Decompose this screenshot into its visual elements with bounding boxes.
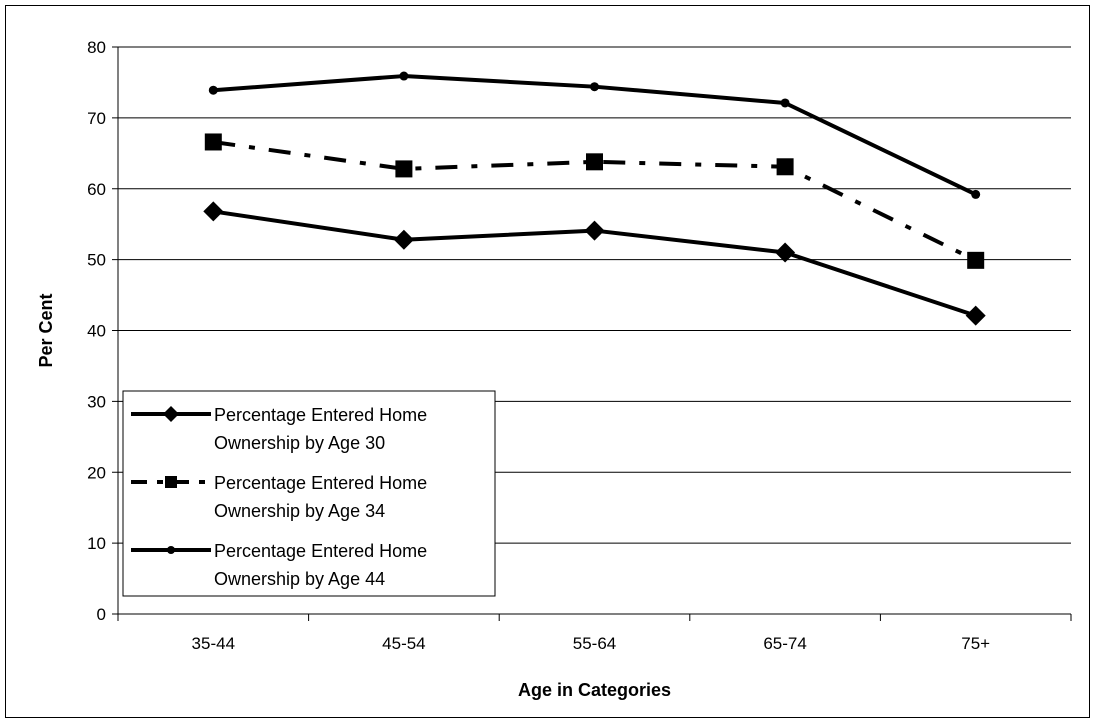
- legend-swatch-marker: [167, 546, 175, 554]
- legend-label: Ownership by Age 34: [214, 501, 385, 521]
- data-point-square: [204, 133, 222, 151]
- data-point-diamond: [775, 242, 796, 263]
- series-2: [204, 133, 985, 269]
- legend-item: Percentage Entered Home Ownership by Age …: [131, 541, 427, 589]
- y-tick-label: 60: [87, 180, 106, 199]
- data-point-square: [395, 160, 413, 178]
- series-3: [208, 71, 981, 199]
- x-axis-title: Age in Categories: [518, 680, 671, 700]
- legend-item: Percentage Entered Home Ownership by Age …: [131, 473, 427, 521]
- y-tick-label: 50: [87, 251, 106, 270]
- legend-label: Percentage Entered Home: [214, 405, 427, 425]
- x-tick-label: 55-64: [573, 634, 616, 653]
- y-axis-title: Per Cent: [36, 293, 56, 367]
- legend-label: Percentage Entered Home: [214, 541, 427, 561]
- legend-box: [122, 390, 496, 597]
- data-point-circle: [780, 98, 790, 108]
- y-tick-label: 30: [87, 392, 106, 411]
- data-point-diamond: [584, 220, 605, 241]
- series-layer: [203, 71, 986, 326]
- legend: Percentage Entered Home Ownership by Age …: [122, 390, 496, 597]
- x-tick-label: 45-54: [382, 634, 425, 653]
- legend-label: Percentage Entered Home: [214, 473, 427, 493]
- data-point-square: [776, 158, 794, 176]
- data-point-circle: [399, 71, 409, 81]
- data-point-diamond: [965, 305, 986, 326]
- y-tick-label: 0: [97, 605, 106, 624]
- data-point-diamond: [203, 201, 224, 222]
- y-tick-label: 40: [87, 322, 106, 341]
- legend-label: Ownership by Age 44: [214, 569, 385, 589]
- data-point-circle: [590, 82, 599, 92]
- legend-item: Percentage Entered Home Ownership by Age …: [131, 405, 427, 453]
- x-tick-label: 35-44: [192, 634, 235, 653]
- data-point-circle: [208, 85, 218, 95]
- y-tick-label: 20: [87, 463, 106, 482]
- series-line: [213, 139, 977, 263]
- series-1: [203, 201, 986, 326]
- data-point-diamond: [393, 229, 414, 250]
- legend-swatch-marker: [163, 406, 179, 422]
- y-tick-label: 10: [87, 534, 106, 553]
- x-tick-label: 65-74: [763, 634, 806, 653]
- series-line: [213, 74, 977, 197]
- legend-swatch-marker: [165, 476, 177, 488]
- y-tick-label: 80: [87, 38, 106, 57]
- x-tick-label: 75+: [961, 634, 990, 653]
- axes: 0 10 20 30 40 50 60 70 80 35-44 45-54 55-64 65-74 75+: [87, 38, 1072, 653]
- data-point-square: [586, 153, 603, 171]
- chart-frame: [5, 5, 1090, 718]
- legend-label: Ownership by Age 30: [214, 433, 385, 453]
- data-point-square: [967, 251, 985, 269]
- y-tick-label: 70: [87, 109, 106, 128]
- data-point-circle: [971, 189, 981, 199]
